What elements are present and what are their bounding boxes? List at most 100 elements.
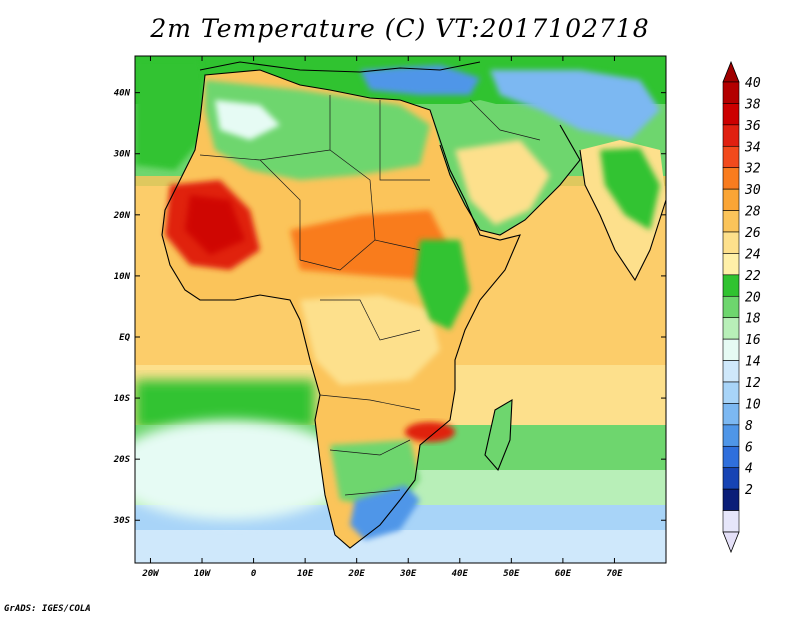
lat-label: EQ <box>119 333 130 343</box>
lat-label: 20S <box>113 455 131 465</box>
arabia-warm <box>455 140 550 225</box>
lon-label: 60E <box>555 569 572 579</box>
central-africa-green <box>300 295 440 385</box>
axis-ticks <box>135 56 666 563</box>
colorbar-label: 24 <box>745 247 761 262</box>
east-africa-highlands <box>415 240 470 330</box>
colorbar-swatch <box>722 510 740 533</box>
south-africa-cool <box>350 485 420 540</box>
sahel-west-hot-2 <box>185 195 245 255</box>
zambezi-hot <box>405 422 455 442</box>
sahel-central-hot <box>290 210 450 280</box>
border <box>344 489 401 496</box>
lon-label: 40E <box>452 569 469 579</box>
lon-label: 70E <box>606 569 623 579</box>
colorbar-label: 8 <box>745 419 753 434</box>
lon-label: 50E <box>503 569 520 579</box>
colorbar-swatch <box>722 210 740 233</box>
lon-label: 10E <box>297 569 314 579</box>
colorbar: 40 38 36 34 32 30 28 26 24 22 20 18 16 14 12 10 8 6 4 2 <box>722 60 761 554</box>
colorbar-label: 6 <box>745 440 753 455</box>
africa-coast <box>161 69 521 549</box>
med-north-coast <box>199 61 481 73</box>
north-africa-cool <box>205 80 430 180</box>
south-band-6 <box>135 530 666 563</box>
latitude-labels: 40N 30N 20N 10N EQ 10S 20S 30S <box>113 89 131 527</box>
border <box>299 239 421 271</box>
iran-cool <box>490 70 660 140</box>
country-borders <box>199 95 541 496</box>
border <box>469 99 541 141</box>
colorbar-label: 4 <box>745 462 753 477</box>
colorbar-label: 38 <box>744 97 761 112</box>
plot-frame <box>134 55 667 564</box>
india-green <box>600 148 660 230</box>
lat-label: 10N <box>114 272 131 282</box>
colorbar-swatch <box>722 338 740 361</box>
colorbar-swatch <box>722 167 740 190</box>
plot-area <box>135 56 666 563</box>
border <box>320 299 421 341</box>
colorbar-label: 36 <box>744 119 761 134</box>
lon-label: 0 <box>251 569 257 579</box>
colorbar-label: 2 <box>745 483 753 498</box>
colorbar-swatch <box>722 274 740 297</box>
colorbar-swatch <box>722 124 740 147</box>
grads-credit: GrADS: IGES/COLA <box>4 604 91 614</box>
colorbar-label: 20 <box>745 290 761 305</box>
arabia-coast <box>439 124 581 236</box>
colorbar-swatch <box>722 381 740 404</box>
colorbar-label: 10 <box>745 397 761 412</box>
atlantic-green-tongue <box>135 60 210 170</box>
border <box>329 439 411 456</box>
colorbar-label: 22 <box>745 269 761 284</box>
colorbar-label: 14 <box>745 355 761 370</box>
lat-label: 40N <box>114 89 131 99</box>
lat-label: 20N <box>113 211 131 221</box>
colorbar-swatch <box>722 145 740 169</box>
colorbar-swatch <box>722 188 740 211</box>
map-title: 2m Temperature (C) VT:2017102718 <box>150 14 650 43</box>
colorbar-swatch <box>722 253 740 276</box>
colorbar-label: 30 <box>744 183 761 198</box>
border <box>199 154 301 260</box>
colorbar-swatch <box>722 103 740 126</box>
coastlines <box>161 61 666 549</box>
colorbar-label: 34 <box>744 140 761 155</box>
colorbar-swatch <box>722 360 740 383</box>
lat-label: 10S <box>114 394 131 404</box>
madagascar <box>485 400 512 470</box>
colorbar-label: 16 <box>745 333 761 348</box>
colorbar-swatch <box>722 424 740 447</box>
colorbar-top-triangle <box>722 60 740 83</box>
lon-label: 30E <box>399 569 417 579</box>
colorbar-swatch <box>722 467 740 490</box>
colorbar-swatch <box>722 81 740 104</box>
lat-label: 30N <box>113 150 131 160</box>
colorbar-label: 26 <box>745 226 761 241</box>
colorbar-swatch <box>722 403 740 426</box>
colorbar-swatch <box>722 317 740 340</box>
colorbar-swatch <box>722 295 740 319</box>
border <box>379 100 430 181</box>
border <box>319 394 421 411</box>
colorbar-label: 12 <box>745 376 761 391</box>
benguela-cool <box>135 420 350 520</box>
colorbar-swatch <box>722 488 740 511</box>
india-coast <box>579 149 666 282</box>
colorbar-bottom-triangle <box>722 531 740 554</box>
atlas-cool <box>215 100 280 140</box>
lon-label: 20W <box>141 569 160 579</box>
lon-label: 10W <box>194 569 212 579</box>
lon-label: 20E <box>348 569 366 579</box>
border <box>259 149 376 241</box>
colorbar-label: 40 <box>745 76 761 91</box>
madagascar-coast <box>484 399 513 472</box>
turkey-cool <box>360 65 480 95</box>
colorbar-label: 18 <box>745 312 761 327</box>
lat-label: 30S <box>113 516 131 526</box>
longitude-labels: 20W 10W 0 10E 20E 30E 40E 50E 60E 70E <box>141 569 623 579</box>
colorbar-label: 32 <box>744 162 761 177</box>
colorbar-swatch <box>722 231 740 254</box>
